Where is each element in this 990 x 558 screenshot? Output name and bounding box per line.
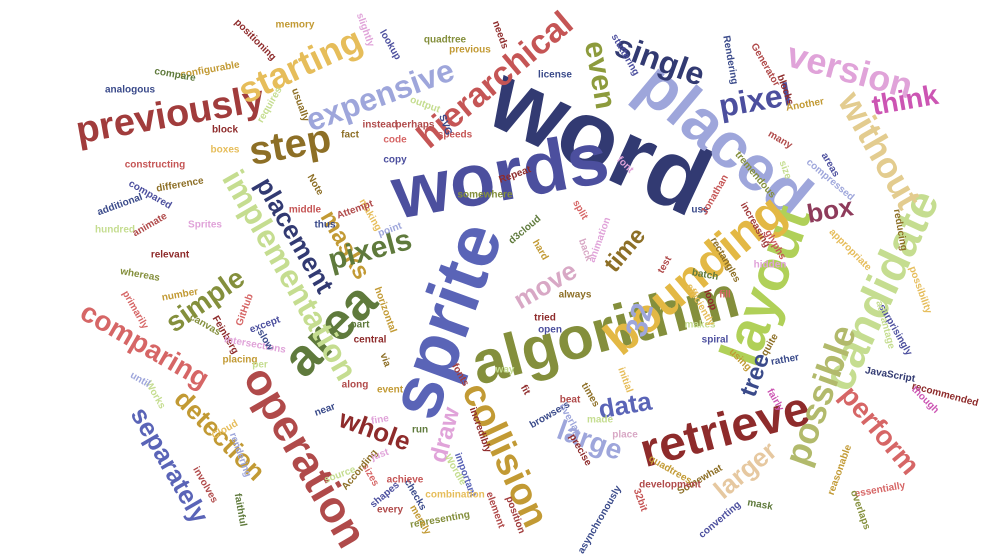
cloud-word-faithful: faithful bbox=[232, 493, 249, 528]
cloud-word-back: back bbox=[576, 237, 594, 263]
cloud-word-32bit: 32bit bbox=[631, 487, 650, 513]
cloud-word-block: block bbox=[212, 125, 239, 136]
cloud-word-made: made bbox=[587, 415, 614, 426]
cloud-word-javascript: JavaScript bbox=[864, 365, 916, 385]
cloud-word-github: GitHub bbox=[234, 292, 256, 327]
cloud-word-every: every bbox=[377, 505, 404, 516]
cloud-word-asynchronously: asynchronously bbox=[576, 484, 624, 556]
cloud-word-place: place bbox=[612, 430, 638, 441]
cloud-word-analogous: analogous bbox=[105, 85, 155, 96]
cloud-word-boxes: boxes bbox=[211, 145, 240, 156]
cloud-word-memory: memory bbox=[276, 20, 315, 31]
cloud-word-quadtree: quadtree bbox=[424, 35, 467, 46]
cloud-word-somewhere: somewhere bbox=[457, 190, 512, 201]
cloud-word-thus: thus bbox=[314, 220, 336, 231]
cloud-word-central: central bbox=[354, 335, 387, 346]
cloud-word-rendering: Rendering bbox=[720, 35, 739, 86]
cloud-word-way: way bbox=[495, 365, 515, 376]
cloud-word-near: near bbox=[313, 401, 337, 419]
cloud-word-achieve: achieve bbox=[387, 475, 424, 486]
cloud-word-fact: fact bbox=[341, 130, 359, 141]
cloud-word-note: Note bbox=[305, 173, 326, 198]
cloud-word-always: always bbox=[559, 290, 592, 301]
cloud-word-event: event bbox=[377, 385, 404, 396]
cloud-word-lookup: lookup bbox=[377, 28, 403, 62]
cloud-word-constructing: constructing bbox=[125, 160, 186, 171]
cloud-word-tried: tried bbox=[534, 313, 556, 324]
cloud-word-reasonable: reasonable bbox=[826, 443, 855, 497]
cloud-word-beat: beat bbox=[560, 395, 581, 406]
cloud-word-possibility: possibility bbox=[906, 265, 933, 316]
cloud-word-via: via bbox=[377, 352, 392, 369]
cloud-word-mask: mask bbox=[746, 497, 774, 512]
cloud-word-middle: middle bbox=[289, 205, 322, 216]
cloud-word-perhaps: perhaps bbox=[396, 120, 435, 131]
cloud-word-makes: makes bbox=[684, 320, 716, 331]
cloud-word-along: along bbox=[342, 380, 369, 391]
cloud-word-hundred: hundred bbox=[95, 225, 135, 236]
cloud-word-speeds: speeds bbox=[438, 130, 473, 141]
cloud-word-spiral: spiral bbox=[702, 335, 729, 346]
cloud-word-fill: fill bbox=[719, 290, 731, 301]
cloud-word-combination: combination bbox=[425, 490, 484, 501]
cloud-word-copy: copy bbox=[383, 155, 407, 166]
cloud-word-instead: instead bbox=[362, 120, 397, 131]
cloud-word-license: license bbox=[538, 70, 572, 81]
cloud-word-development: development bbox=[639, 480, 701, 491]
cloud-word-open: open bbox=[538, 325, 562, 336]
cloud-word-additional: additional bbox=[96, 192, 144, 219]
cloud-word-split: split bbox=[570, 198, 590, 222]
cloud-word-rather: rather bbox=[770, 352, 800, 368]
cloud-word-batch: batch bbox=[691, 267, 719, 282]
cloud-word-code: code bbox=[383, 135, 407, 146]
cloud-word-animate: animate bbox=[131, 211, 170, 240]
cloud-word-previous: previous bbox=[449, 45, 491, 56]
cloud-word-run: run bbox=[412, 425, 428, 436]
cloud-word-whereas: whereas bbox=[118, 266, 161, 284]
cloud-word-needs: needs bbox=[490, 20, 510, 51]
cloud-word-positioning: positioning bbox=[232, 17, 278, 63]
cloud-word-hidden: hidden bbox=[754, 260, 787, 271]
cloud-word-part: part bbox=[351, 320, 371, 331]
cloud-word-sprites: Sprites bbox=[188, 220, 222, 231]
cloud-word-appropriate: appropriate bbox=[827, 227, 874, 274]
cloud-word-converting: converting bbox=[697, 499, 743, 540]
cloud-word-hard: hard bbox=[530, 238, 550, 262]
cloud-word-difference: difference bbox=[156, 175, 205, 194]
cloud-word-relevant: relevant bbox=[151, 250, 190, 261]
cloud-word-fine: fine bbox=[370, 413, 390, 427]
cloud-word-use: use bbox=[691, 205, 709, 216]
cloud-word-per: per bbox=[252, 360, 268, 371]
cloud-word-placing: placing bbox=[222, 355, 257, 366]
